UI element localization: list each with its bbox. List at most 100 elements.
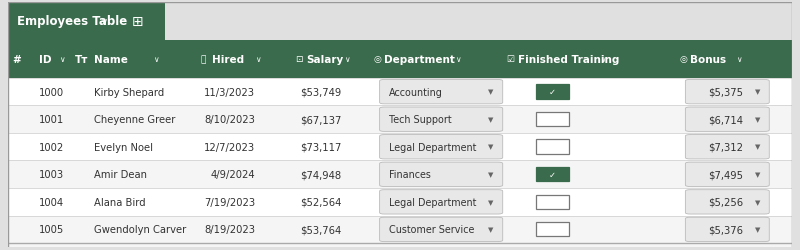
Text: 1002: 1002: [39, 142, 65, 152]
Bar: [8, 106, 792, 133]
Text: #: #: [12, 54, 21, 64]
FancyBboxPatch shape: [380, 135, 502, 159]
Text: 🗓: 🗓: [201, 55, 206, 64]
Text: ▼: ▼: [488, 144, 494, 150]
Text: ☑: ☑: [506, 55, 514, 64]
Text: Kirby Shepard: Kirby Shepard: [94, 87, 165, 97]
Text: ID: ID: [39, 54, 52, 64]
Bar: [536, 85, 569, 99]
Text: 1004: 1004: [39, 197, 65, 207]
Text: $53,749: $53,749: [300, 87, 341, 97]
Text: ⊞: ⊞: [132, 14, 143, 28]
Text: Finances: Finances: [389, 170, 431, 179]
Text: $5,376: $5,376: [708, 224, 743, 234]
Text: Tech Support: Tech Support: [389, 115, 452, 124]
Text: ▼: ▼: [488, 226, 494, 232]
Bar: [536, 195, 569, 209]
Text: Cheyenne Greer: Cheyenne Greer: [94, 115, 176, 124]
FancyBboxPatch shape: [686, 190, 770, 214]
Text: 4/9/2024: 4/9/2024: [210, 170, 255, 179]
Text: 1003: 1003: [39, 170, 65, 179]
FancyBboxPatch shape: [686, 80, 770, 104]
Bar: [8, 216, 792, 243]
Text: Bonus: Bonus: [690, 54, 726, 64]
Text: 1000: 1000: [39, 87, 65, 97]
Text: 11/3/2023: 11/3/2023: [204, 87, 255, 97]
Bar: [8, 2, 165, 40]
Text: 1001: 1001: [39, 115, 65, 124]
Bar: [8, 133, 792, 161]
FancyBboxPatch shape: [380, 190, 502, 214]
Text: ∨: ∨: [343, 55, 349, 64]
Bar: [8, 78, 792, 106]
Text: ∨: ∨: [153, 55, 158, 64]
Text: Department: Department: [384, 54, 455, 64]
Bar: [8, 243, 792, 250]
Text: $7,312: $7,312: [708, 142, 743, 152]
Text: ✓: ✓: [549, 88, 555, 97]
FancyBboxPatch shape: [686, 162, 770, 187]
Text: Salary: Salary: [306, 54, 343, 64]
FancyBboxPatch shape: [686, 217, 770, 242]
Bar: [536, 222, 569, 236]
Text: ▼: ▼: [755, 226, 761, 232]
Text: Legal Department: Legal Department: [389, 197, 476, 207]
Text: ✓: ✓: [549, 170, 555, 179]
Text: $73,117: $73,117: [300, 142, 341, 152]
Text: $7,495: $7,495: [708, 170, 743, 179]
Bar: [536, 112, 569, 127]
Text: Employees Table: Employees Table: [18, 15, 128, 28]
Text: $53,764: $53,764: [300, 224, 341, 234]
Text: ▼: ▼: [755, 199, 761, 205]
Text: ∨: ∨: [455, 55, 461, 64]
Text: ∨: ∨: [600, 55, 606, 64]
FancyBboxPatch shape: [686, 135, 770, 159]
Text: $67,137: $67,137: [300, 115, 341, 124]
FancyBboxPatch shape: [380, 217, 502, 242]
Text: ◎: ◎: [679, 55, 687, 64]
Text: ∨: ∨: [735, 55, 741, 64]
Text: $5,256: $5,256: [708, 197, 743, 207]
Text: $74,948: $74,948: [300, 170, 341, 179]
Text: ▼: ▼: [755, 89, 761, 95]
Text: Customer Service: Customer Service: [389, 224, 474, 234]
Text: ∨: ∨: [59, 55, 65, 64]
Text: ∨: ∨: [255, 55, 261, 64]
Text: Name: Name: [94, 54, 128, 64]
Bar: [536, 167, 569, 182]
Text: Evelyn Noel: Evelyn Noel: [94, 142, 154, 152]
Bar: [8, 188, 792, 216]
FancyBboxPatch shape: [380, 108, 502, 132]
Text: 8/10/2023: 8/10/2023: [204, 115, 255, 124]
Text: ⊡: ⊡: [295, 55, 302, 64]
Bar: [8, 161, 792, 188]
Text: ▼: ▼: [755, 144, 761, 150]
FancyBboxPatch shape: [380, 162, 502, 187]
Text: ▼: ▼: [488, 199, 494, 205]
Text: ▼: ▼: [488, 116, 494, 122]
Bar: [536, 140, 569, 154]
Text: Finished Training: Finished Training: [518, 54, 619, 64]
Bar: [165, 2, 792, 40]
Text: ∨: ∨: [101, 16, 108, 26]
Text: 8/19/2023: 8/19/2023: [204, 224, 255, 234]
Text: 7/19/2023: 7/19/2023: [204, 197, 255, 207]
Text: ▼: ▼: [488, 172, 494, 177]
Text: Hired: Hired: [212, 54, 244, 64]
Text: Alana Bird: Alana Bird: [94, 197, 146, 207]
FancyBboxPatch shape: [686, 108, 770, 132]
Text: Tт: Tт: [74, 54, 88, 64]
Text: $52,564: $52,564: [300, 197, 341, 207]
Text: 12/7/2023: 12/7/2023: [204, 142, 255, 152]
FancyBboxPatch shape: [380, 80, 502, 104]
Text: $5,375: $5,375: [708, 87, 743, 97]
Text: $6,714: $6,714: [708, 115, 743, 124]
Text: Amir Dean: Amir Dean: [94, 170, 147, 179]
Text: ▼: ▼: [488, 89, 494, 95]
Text: ◎: ◎: [374, 55, 382, 64]
Text: 1005: 1005: [39, 224, 65, 234]
Text: ▼: ▼: [755, 172, 761, 177]
Text: Gwendolyn Carver: Gwendolyn Carver: [94, 224, 186, 234]
Bar: [8, 40, 792, 78]
Text: ▼: ▼: [755, 116, 761, 122]
